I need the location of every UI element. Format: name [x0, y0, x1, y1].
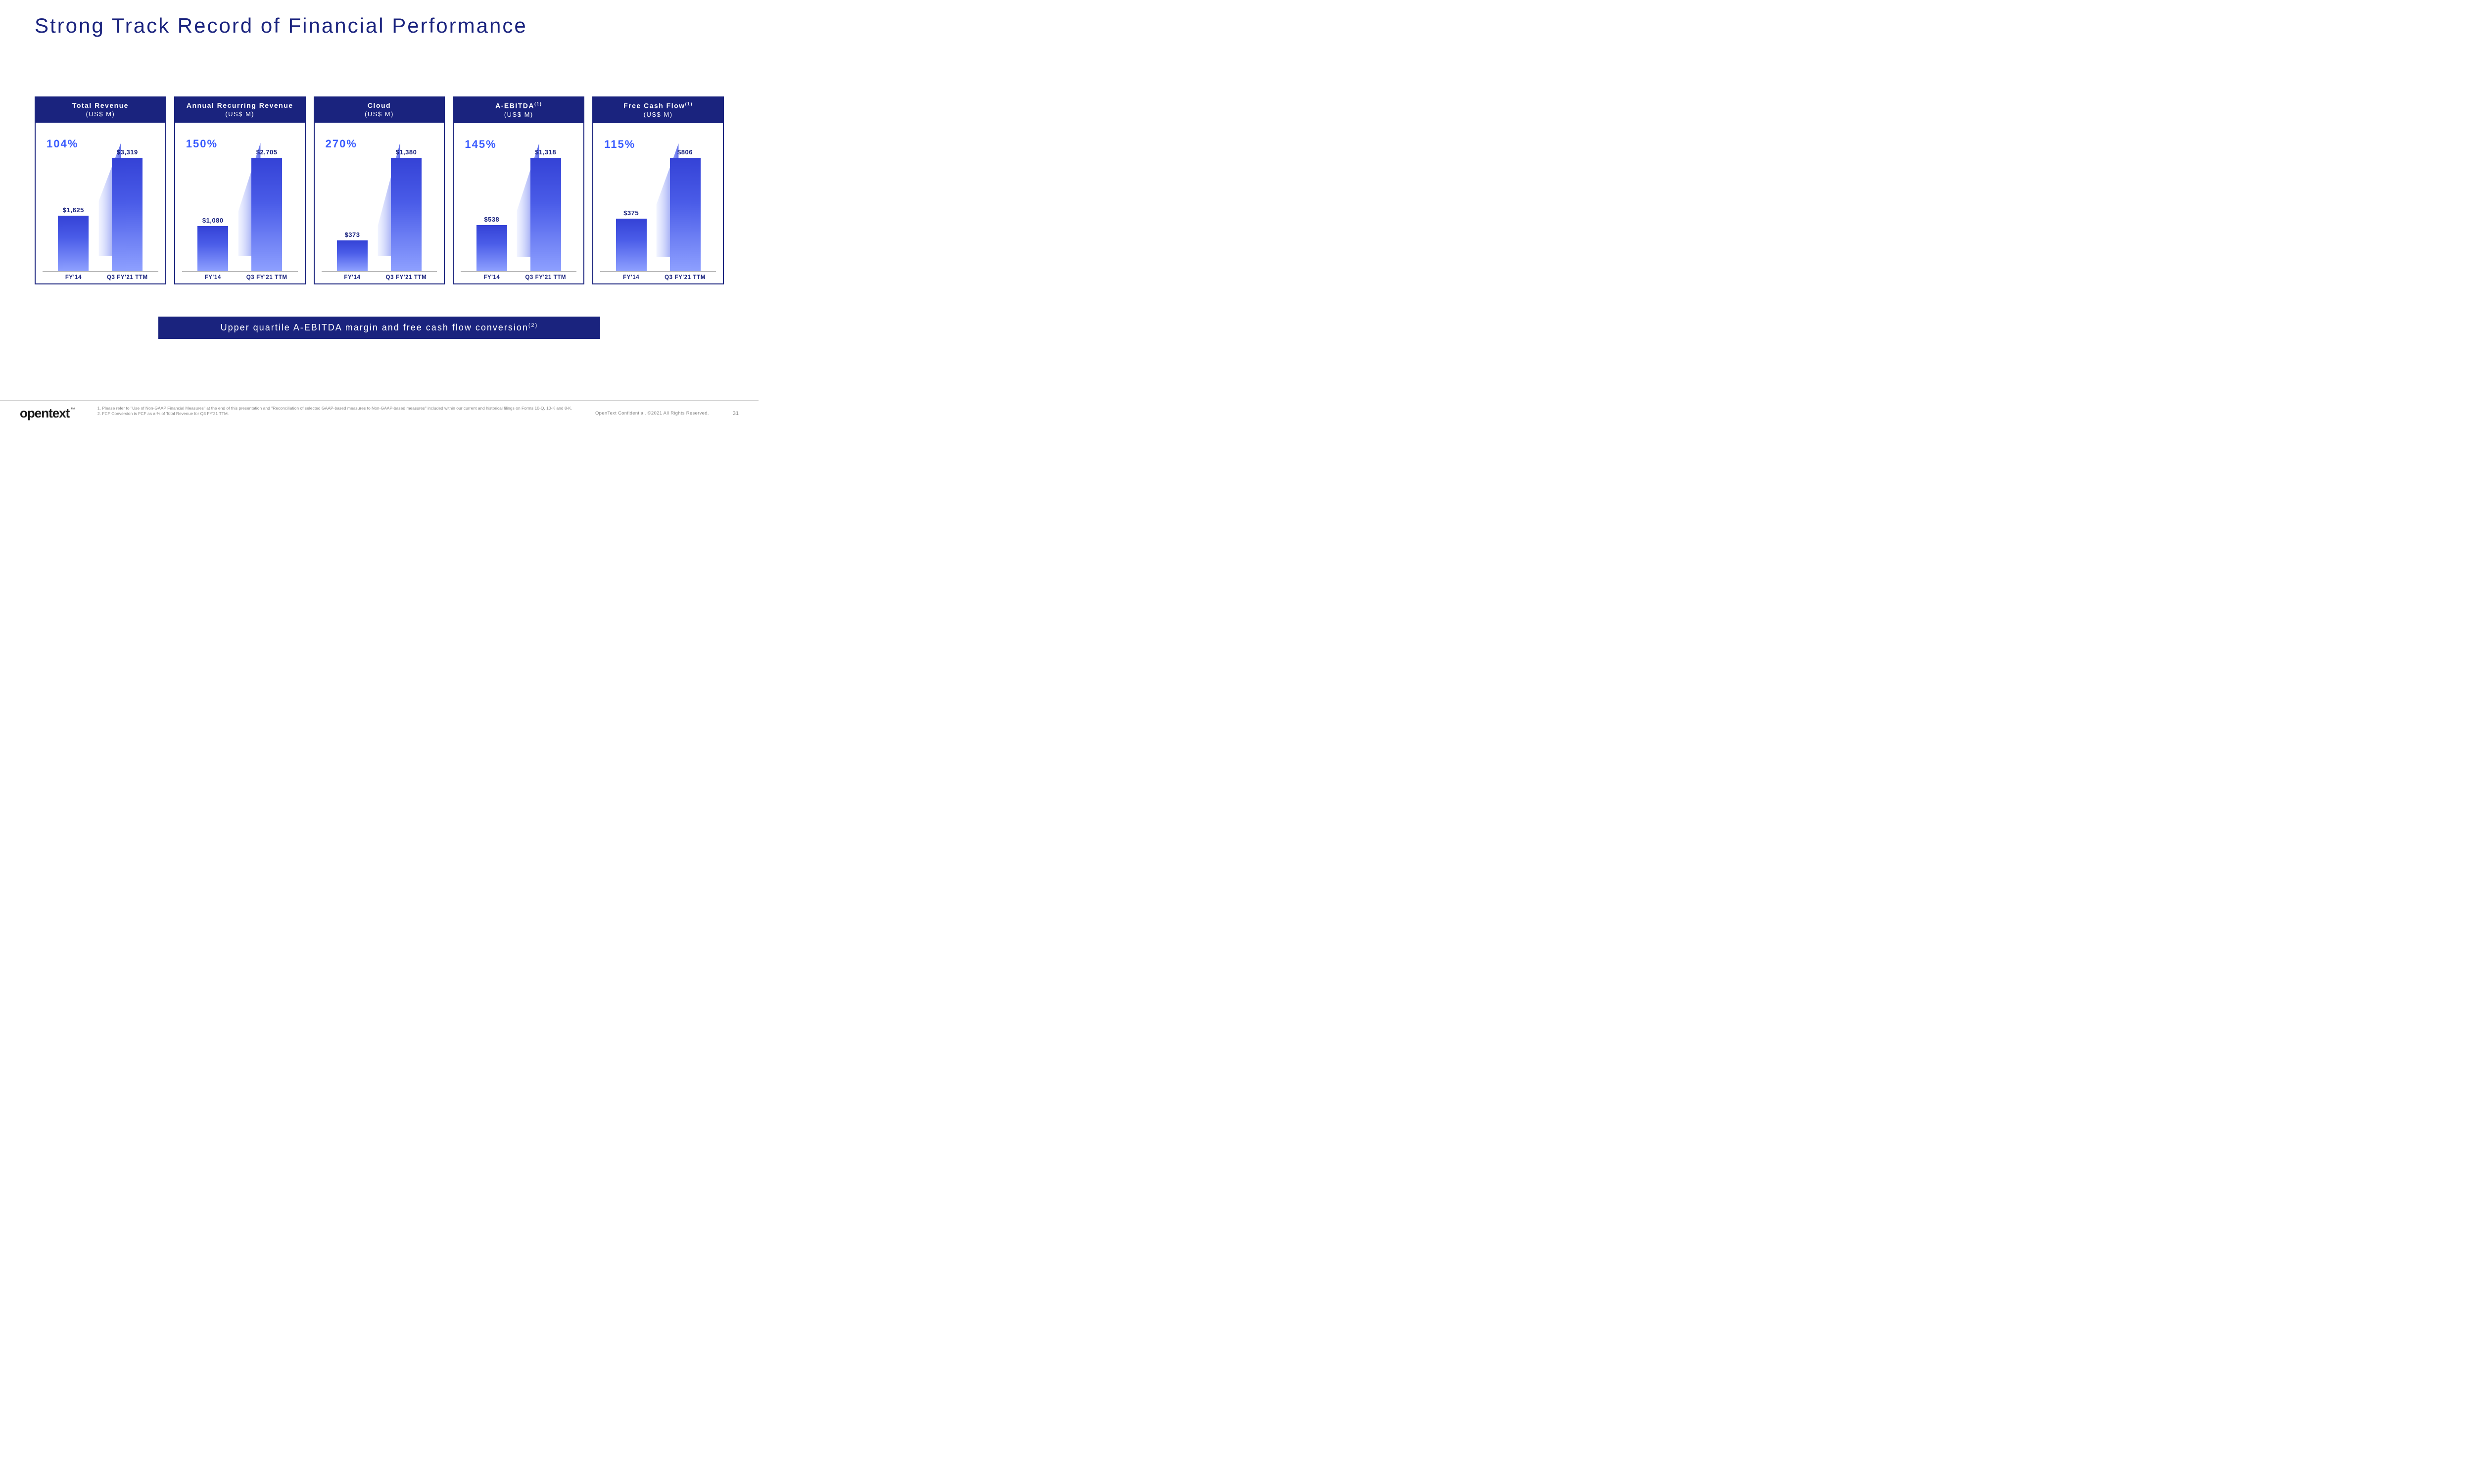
copyright: OpenText Confidential. ©2021 All Rights … [595, 411, 709, 416]
x-axis-label: Q3 FY'21 TTM [663, 275, 708, 280]
x-axis-label: FY'14 [190, 275, 236, 280]
bar-value-label: $3,319 [117, 148, 138, 156]
chart-header: Total Revenue(US$ M) [36, 97, 165, 123]
bar-value-label: $538 [484, 216, 499, 223]
chart-body: 145% $538 $1,318 FY'14 Q3 FY'21 TTM [454, 123, 583, 283]
chart-title: Total Revenue [38, 101, 163, 109]
x-axis-label: FY'14 [609, 275, 654, 280]
x-axis-labels: FY'14 Q3 FY'21 TTM [43, 272, 158, 280]
callout-sup: (2) [528, 323, 538, 328]
bar-wrap: $1,380 [383, 128, 428, 271]
bar-wrap: $1,318 [523, 128, 568, 271]
bar-value-label: $1,380 [396, 148, 417, 156]
bar-wrap: $2,705 [244, 128, 289, 271]
chart-header: Annual Recurring Revenue(US$ M) [175, 97, 305, 123]
bar-value-label: $1,080 [202, 217, 224, 224]
footnote-item: FCF Conversion is FCF as a % of Total Re… [102, 411, 575, 417]
page-number: 31 [733, 411, 739, 417]
x-axis-label: Q3 FY'21 TTM [523, 275, 568, 280]
bar [391, 158, 422, 271]
footer: opentext™ Please refer to "Use of Non-GA… [0, 400, 759, 427]
callout-bar: Upper quartile A-EBITDA margin and free … [158, 317, 600, 339]
bar [58, 216, 89, 271]
chart-header: Free Cash Flow(1)(US$ M) [593, 97, 723, 123]
bar [476, 225, 507, 271]
bar-value-label: $1,318 [535, 148, 556, 156]
bar-value-label: $2,705 [256, 148, 278, 156]
chart-subtitle: (US$ M) [38, 110, 163, 118]
chart-title-sup: (1) [534, 101, 542, 106]
logo-text: opentext [20, 406, 69, 421]
bar-value-label: $375 [623, 209, 639, 217]
page-title: Strong Track Record of Financial Perform… [35, 14, 527, 38]
x-axis-labels: FY'14 Q3 FY'21 TTM [322, 272, 437, 280]
growth-label: 115% [604, 138, 635, 151]
chart-header: A-EBITDA(1)(US$ M) [454, 97, 583, 123]
growth-label: 150% [186, 138, 218, 150]
growth-label: 104% [47, 138, 78, 150]
chart-subtitle: (US$ M) [177, 110, 303, 118]
bar [251, 158, 282, 271]
bar [530, 158, 561, 271]
footnote-item: Please refer to "Use of Non-GAAP Financi… [102, 406, 575, 411]
chart-title: Annual Recurring Revenue [177, 101, 303, 109]
chart-title-sup: (1) [685, 101, 693, 106]
x-axis-labels: FY'14 Q3 FY'21 TTM [600, 272, 716, 280]
chart-body: 104% $1,625 $3,319 FY'14 Q3 FY'21 TTM [36, 123, 165, 283]
bar-wrap: $3,319 [105, 128, 150, 271]
x-axis-label: Q3 FY'21 TTM [383, 275, 428, 280]
footnotes: Please refer to "Use of Non-GAAP Financi… [94, 406, 575, 417]
x-axis-label: Q3 FY'21 TTM [105, 275, 150, 280]
bar [670, 158, 701, 271]
footnote-list: Please refer to "Use of Non-GAAP Financi… [94, 406, 575, 417]
x-axis-labels: FY'14 Q3 FY'21 TTM [461, 272, 576, 280]
chart-title: Free Cash Flow(1) [595, 101, 721, 110]
callout-text: Upper quartile A-EBITDA margin and free … [221, 323, 528, 332]
chart-card-1: Annual Recurring Revenue(US$ M) 150% $1,08… [174, 96, 306, 284]
x-axis-label: FY'14 [51, 275, 96, 280]
chart-card-3: A-EBITDA(1)(US$ M) 145% $538 $1,318 FY'14 Q3 … [453, 96, 584, 284]
chart-title: A-EBITDA(1) [456, 101, 581, 110]
bar [337, 240, 368, 271]
charts-row: Total Revenue(US$ M)104%$1,625$3,319FY'1… [35, 96, 724, 284]
x-axis-label: FY'14 [469, 275, 514, 280]
growth-label: 270% [326, 138, 357, 150]
chart-body: 270% $373 $1,380 FY'14 Q3 FY'21 TTM [315, 123, 444, 283]
chart-subtitle: (US$ M) [595, 111, 721, 118]
x-axis-label: Q3 FY'21 TTM [244, 275, 289, 280]
x-axis-label: FY'14 [330, 275, 375, 280]
bar-wrap: $806 [663, 128, 708, 271]
chart-body: 115% $375 $806 FY'14 Q3 FY'21 TTM [593, 123, 723, 283]
chart-subtitle: (US$ M) [456, 111, 581, 118]
bar [197, 226, 228, 271]
bar-value-label: $806 [677, 148, 693, 156]
bar-value-label: $1,625 [63, 206, 84, 214]
logo-tm: ™ [70, 407, 74, 412]
growth-label: 145% [465, 138, 496, 151]
chart-subtitle: (US$ M) [317, 110, 442, 118]
chart-card-2: Cloud(US$ M) 270% $373 $1,380 FY'14 Q3 FY'21 … [314, 96, 445, 284]
chart-body: 150% $1,080 $2,705 FY'14 Q3 FY'21 TTM [175, 123, 305, 283]
x-axis-labels: FY'14 Q3 FY'21 TTM [182, 272, 298, 280]
chart-card-0: Total Revenue(US$ M) 104% $1,625 $3,319 FY'1… [35, 96, 166, 284]
logo: opentext™ [20, 406, 74, 421]
bar [112, 158, 143, 271]
bar-value-label: $373 [345, 231, 360, 238]
chart-header: Cloud(US$ M) [315, 97, 444, 123]
chart-card-4: Free Cash Flow(1)(US$ M) 115% $375 $806 FY'1… [592, 96, 724, 284]
chart-title: Cloud [317, 101, 442, 109]
bar [616, 219, 647, 271]
